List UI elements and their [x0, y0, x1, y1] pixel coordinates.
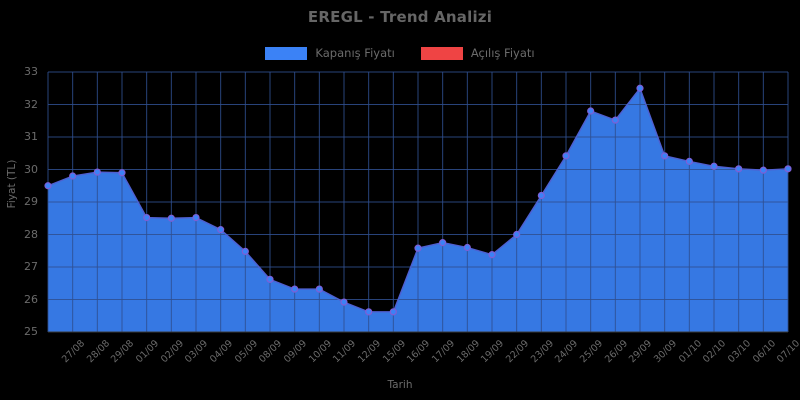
- legend-swatch-kapanis: [265, 46, 308, 60]
- data-point-marker[interactable]: [414, 244, 422, 252]
- data-point-marker[interactable]: [685, 157, 693, 165]
- data-point-marker[interactable]: [365, 308, 373, 316]
- chart-title: EREGL - Trend Analizi: [307, 8, 493, 26]
- data-point-marker[interactable]: [463, 243, 471, 252]
- data-point-marker[interactable]: [291, 285, 299, 293]
- data-point-marker[interactable]: [661, 152, 669, 160]
- data-point-marker[interactable]: [562, 152, 570, 160]
- y-axis-tick-label: 30: [24, 162, 38, 176]
- data-point-marker[interactable]: [217, 226, 225, 234]
- y-axis-tick-label: 33: [24, 65, 38, 78]
- y-axis-tick-label: 27: [24, 260, 38, 273]
- y-axis-tick-label: 28: [24, 227, 38, 241]
- data-point-marker[interactable]: [759, 166, 767, 174]
- data-point-marker[interactable]: [241, 247, 249, 255]
- legend-label-acilis: Açılış Fiyatı: [470, 46, 535, 60]
- data-point-marker[interactable]: [167, 214, 175, 222]
- data-point-marker[interactable]: [439, 239, 447, 247]
- data-point-marker[interactable]: [587, 107, 595, 115]
- data-point-marker[interactable]: [636, 84, 644, 92]
- data-point-marker[interactable]: [710, 162, 718, 170]
- data-point-marker[interactable]: [93, 168, 101, 176]
- y-axis-tick-label: 31: [24, 130, 38, 143]
- data-point-marker[interactable]: [735, 165, 743, 173]
- chart-legend: Kapanış Fiyatı Açılış Fiyatı: [0, 46, 800, 60]
- data-point-marker[interactable]: [537, 191, 545, 200]
- x-axis-title: Tarih: [387, 379, 413, 391]
- data-point-marker[interactable]: [340, 298, 348, 306]
- y-axis-tick-label: 26: [24, 292, 38, 306]
- data-point-marker[interactable]: [513, 230, 521, 239]
- data-point-marker[interactable]: [611, 116, 619, 124]
- y-axis-tick-label: 25: [24, 325, 38, 338]
- area-fill-kapanis: [48, 88, 788, 332]
- y-axis-tick-label: 29: [24, 195, 38, 208]
- legend-swatch-acilis: [420, 46, 463, 60]
- legend-item-kapanis[interactable]: Kapanış Fiyatı: [265, 46, 395, 60]
- legend-item-acilis[interactable]: Açılış Fiyatı: [420, 46, 535, 60]
- data-point-marker[interactable]: [315, 285, 323, 293]
- y-axis-tick-label: 32: [24, 97, 38, 111]
- data-point-marker[interactable]: [389, 308, 397, 316]
- data-point-marker[interactable]: [143, 214, 151, 222]
- data-point-marker[interactable]: [266, 275, 274, 283]
- data-point-marker[interactable]: [192, 214, 200, 222]
- data-point-marker[interactable]: [118, 169, 126, 177]
- data-point-marker[interactable]: [488, 251, 496, 259]
- data-point-marker[interactable]: [69, 172, 77, 180]
- data-point-marker[interactable]: [784, 165, 792, 173]
- legend-label-kapanis: Kapanış Fiyatı: [315, 46, 395, 60]
- data-point-marker[interactable]: [44, 182, 52, 190]
